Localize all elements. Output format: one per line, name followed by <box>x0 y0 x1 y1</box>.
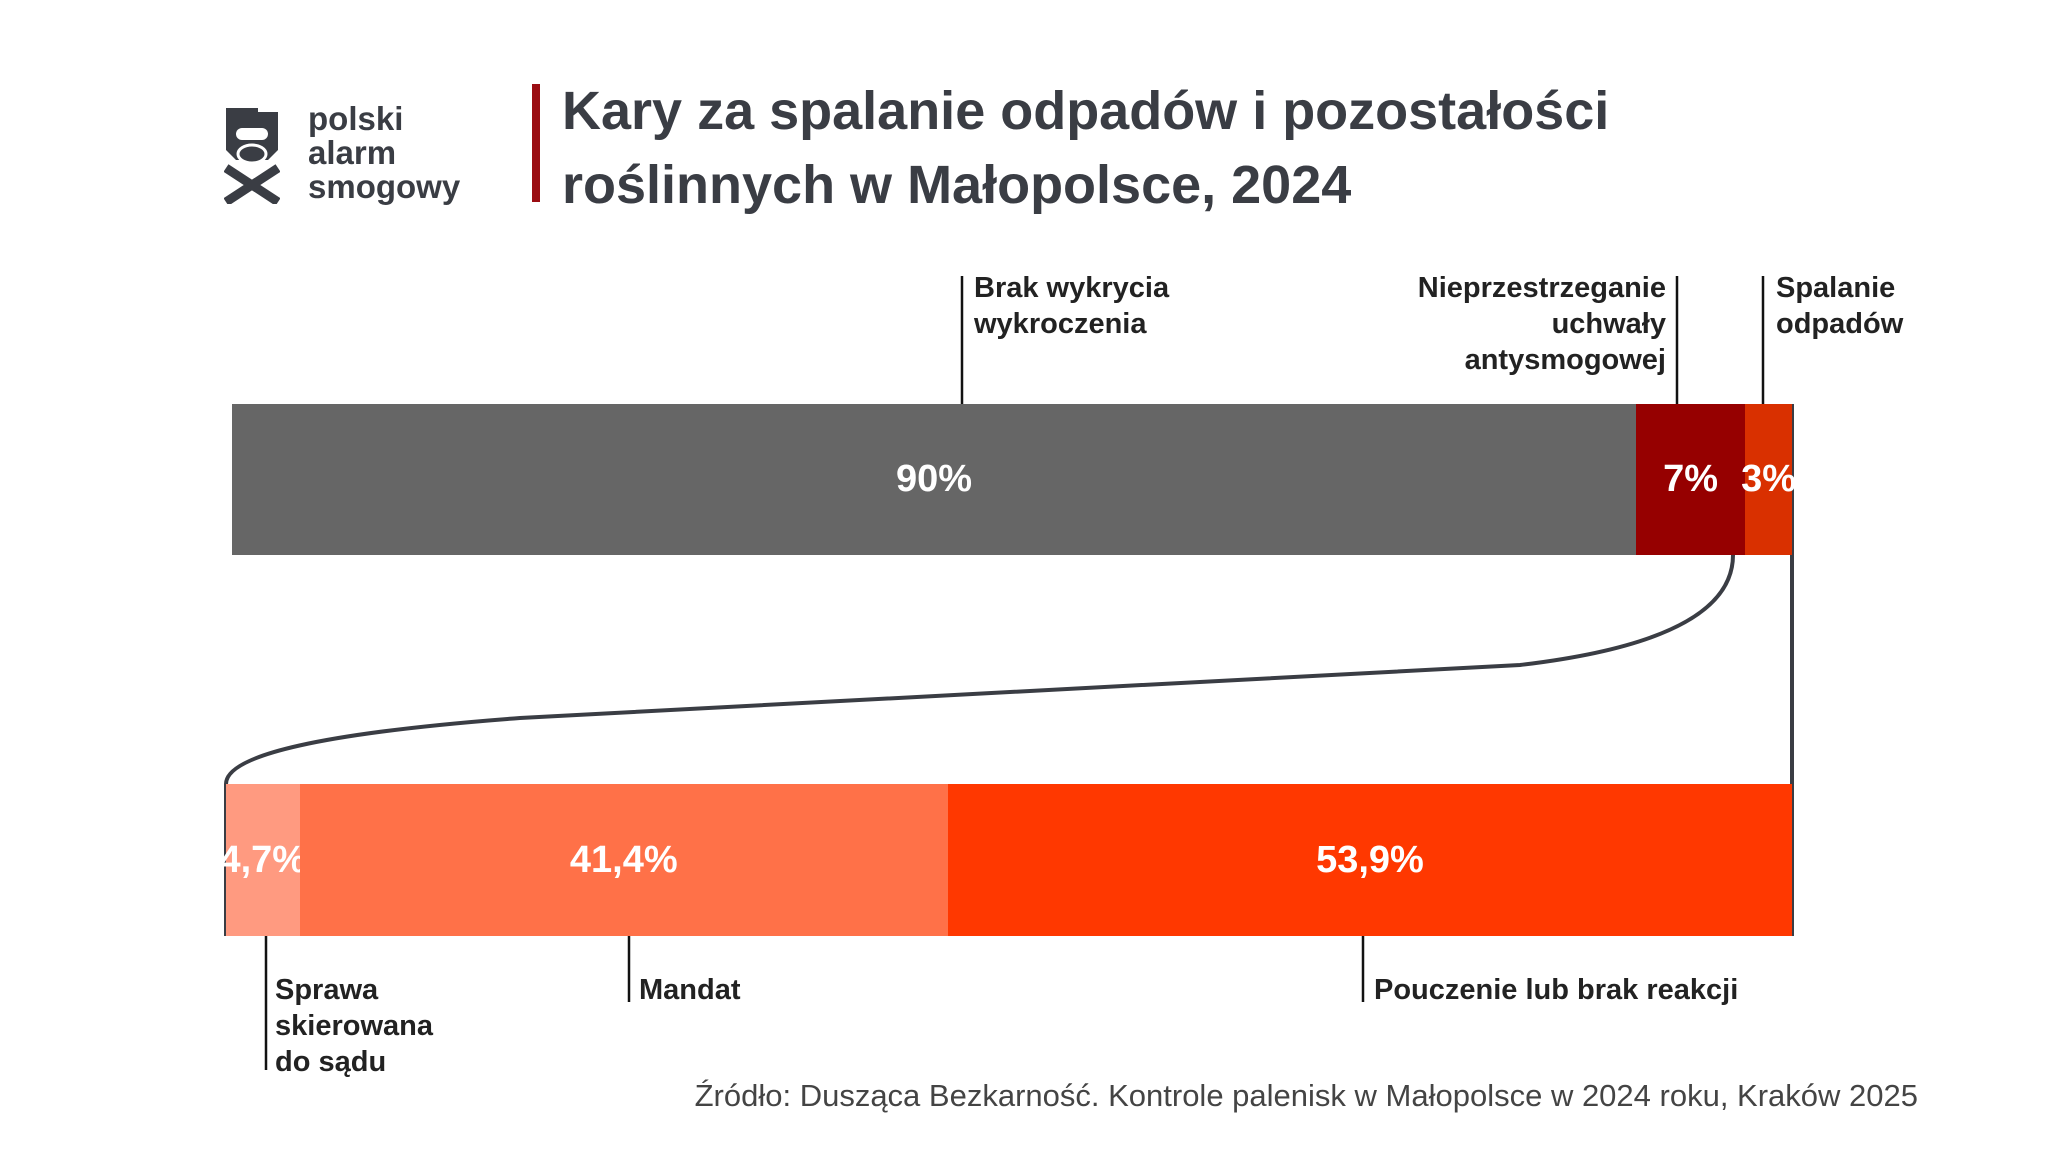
label-pouczenie: Pouczenie lub brak reakcji <box>1374 974 1739 1006</box>
zoom-curve <box>224 554 1735 936</box>
bottom-stacked-bar: 4,7% 41,4% 53,9% <box>219 784 1792 936</box>
label-spalanie: Spalanie odpadów <box>1776 270 1903 342</box>
label-nieprzestrzeganie: Nieprzestrzeganie uchwały antysmogowej <box>1418 270 1666 378</box>
label-line: skierowana <box>275 1010 433 1042</box>
data-label: 4,7% <box>219 838 307 881</box>
bar-segment-sad: 4,7% <box>219 784 306 936</box>
data-label: 90% <box>895 458 973 500</box>
label-line: uchwały <box>1551 308 1666 340</box>
label-line: Brak wykrycia <box>974 272 1170 304</box>
top-stacked-bar: 90% 7% 3% <box>232 404 1796 555</box>
chart-title: Kary za spalanie odpadów i pozostałości … <box>562 74 1609 222</box>
label-line: do sądu <box>275 1046 387 1078</box>
label-mandat: Mandat <box>639 974 741 1006</box>
bar-segment-brak: 90% <box>232 404 1636 555</box>
label-line: Nieprzestrzeganie <box>1417 272 1666 304</box>
logo-line: alarm <box>308 134 397 171</box>
logo-line: smogowy <box>308 168 461 205</box>
data-label: 3% <box>1741 458 1797 500</box>
label-brak: Brak wykrycia wykroczenia <box>974 270 1169 342</box>
bar-segment-mandat: 41,4% <box>299 784 948 936</box>
data-label: 41,4% <box>569 838 678 881</box>
label-line: odpadów <box>1776 308 1904 340</box>
label-line: Spalanie <box>1776 272 1896 304</box>
data-label: 7% <box>1663 458 1719 500</box>
logo-text: polski alarm smogowy <box>308 102 460 204</box>
bar-segment-spalanie: 3% <box>1741 404 1796 555</box>
title-accent-bar <box>532 84 540 202</box>
label-line: Sprawa <box>275 974 379 1006</box>
title-line: roślinnych w Małopolsce, 2024 <box>562 155 1352 215</box>
bar-segment-nieprzestrzeganie: 7% <box>1636 404 1746 555</box>
source-note: Źródło: Dusząca Bezkarność. Kontrole pal… <box>694 1078 1918 1113</box>
data-label: 53,9% <box>1316 838 1424 881</box>
label-line: antysmogowej <box>1464 344 1666 376</box>
title-line: Kary za spalanie odpadów i pozostałości <box>562 81 1610 141</box>
label-sad: Sprawa skierowana do sądu <box>275 972 433 1080</box>
logo-line: polski <box>308 100 404 137</box>
label-line: wykroczenia <box>974 308 1147 340</box>
bar-segment-pouczenie: 53,9% <box>947 784 1792 936</box>
logo-icon <box>224 108 280 204</box>
